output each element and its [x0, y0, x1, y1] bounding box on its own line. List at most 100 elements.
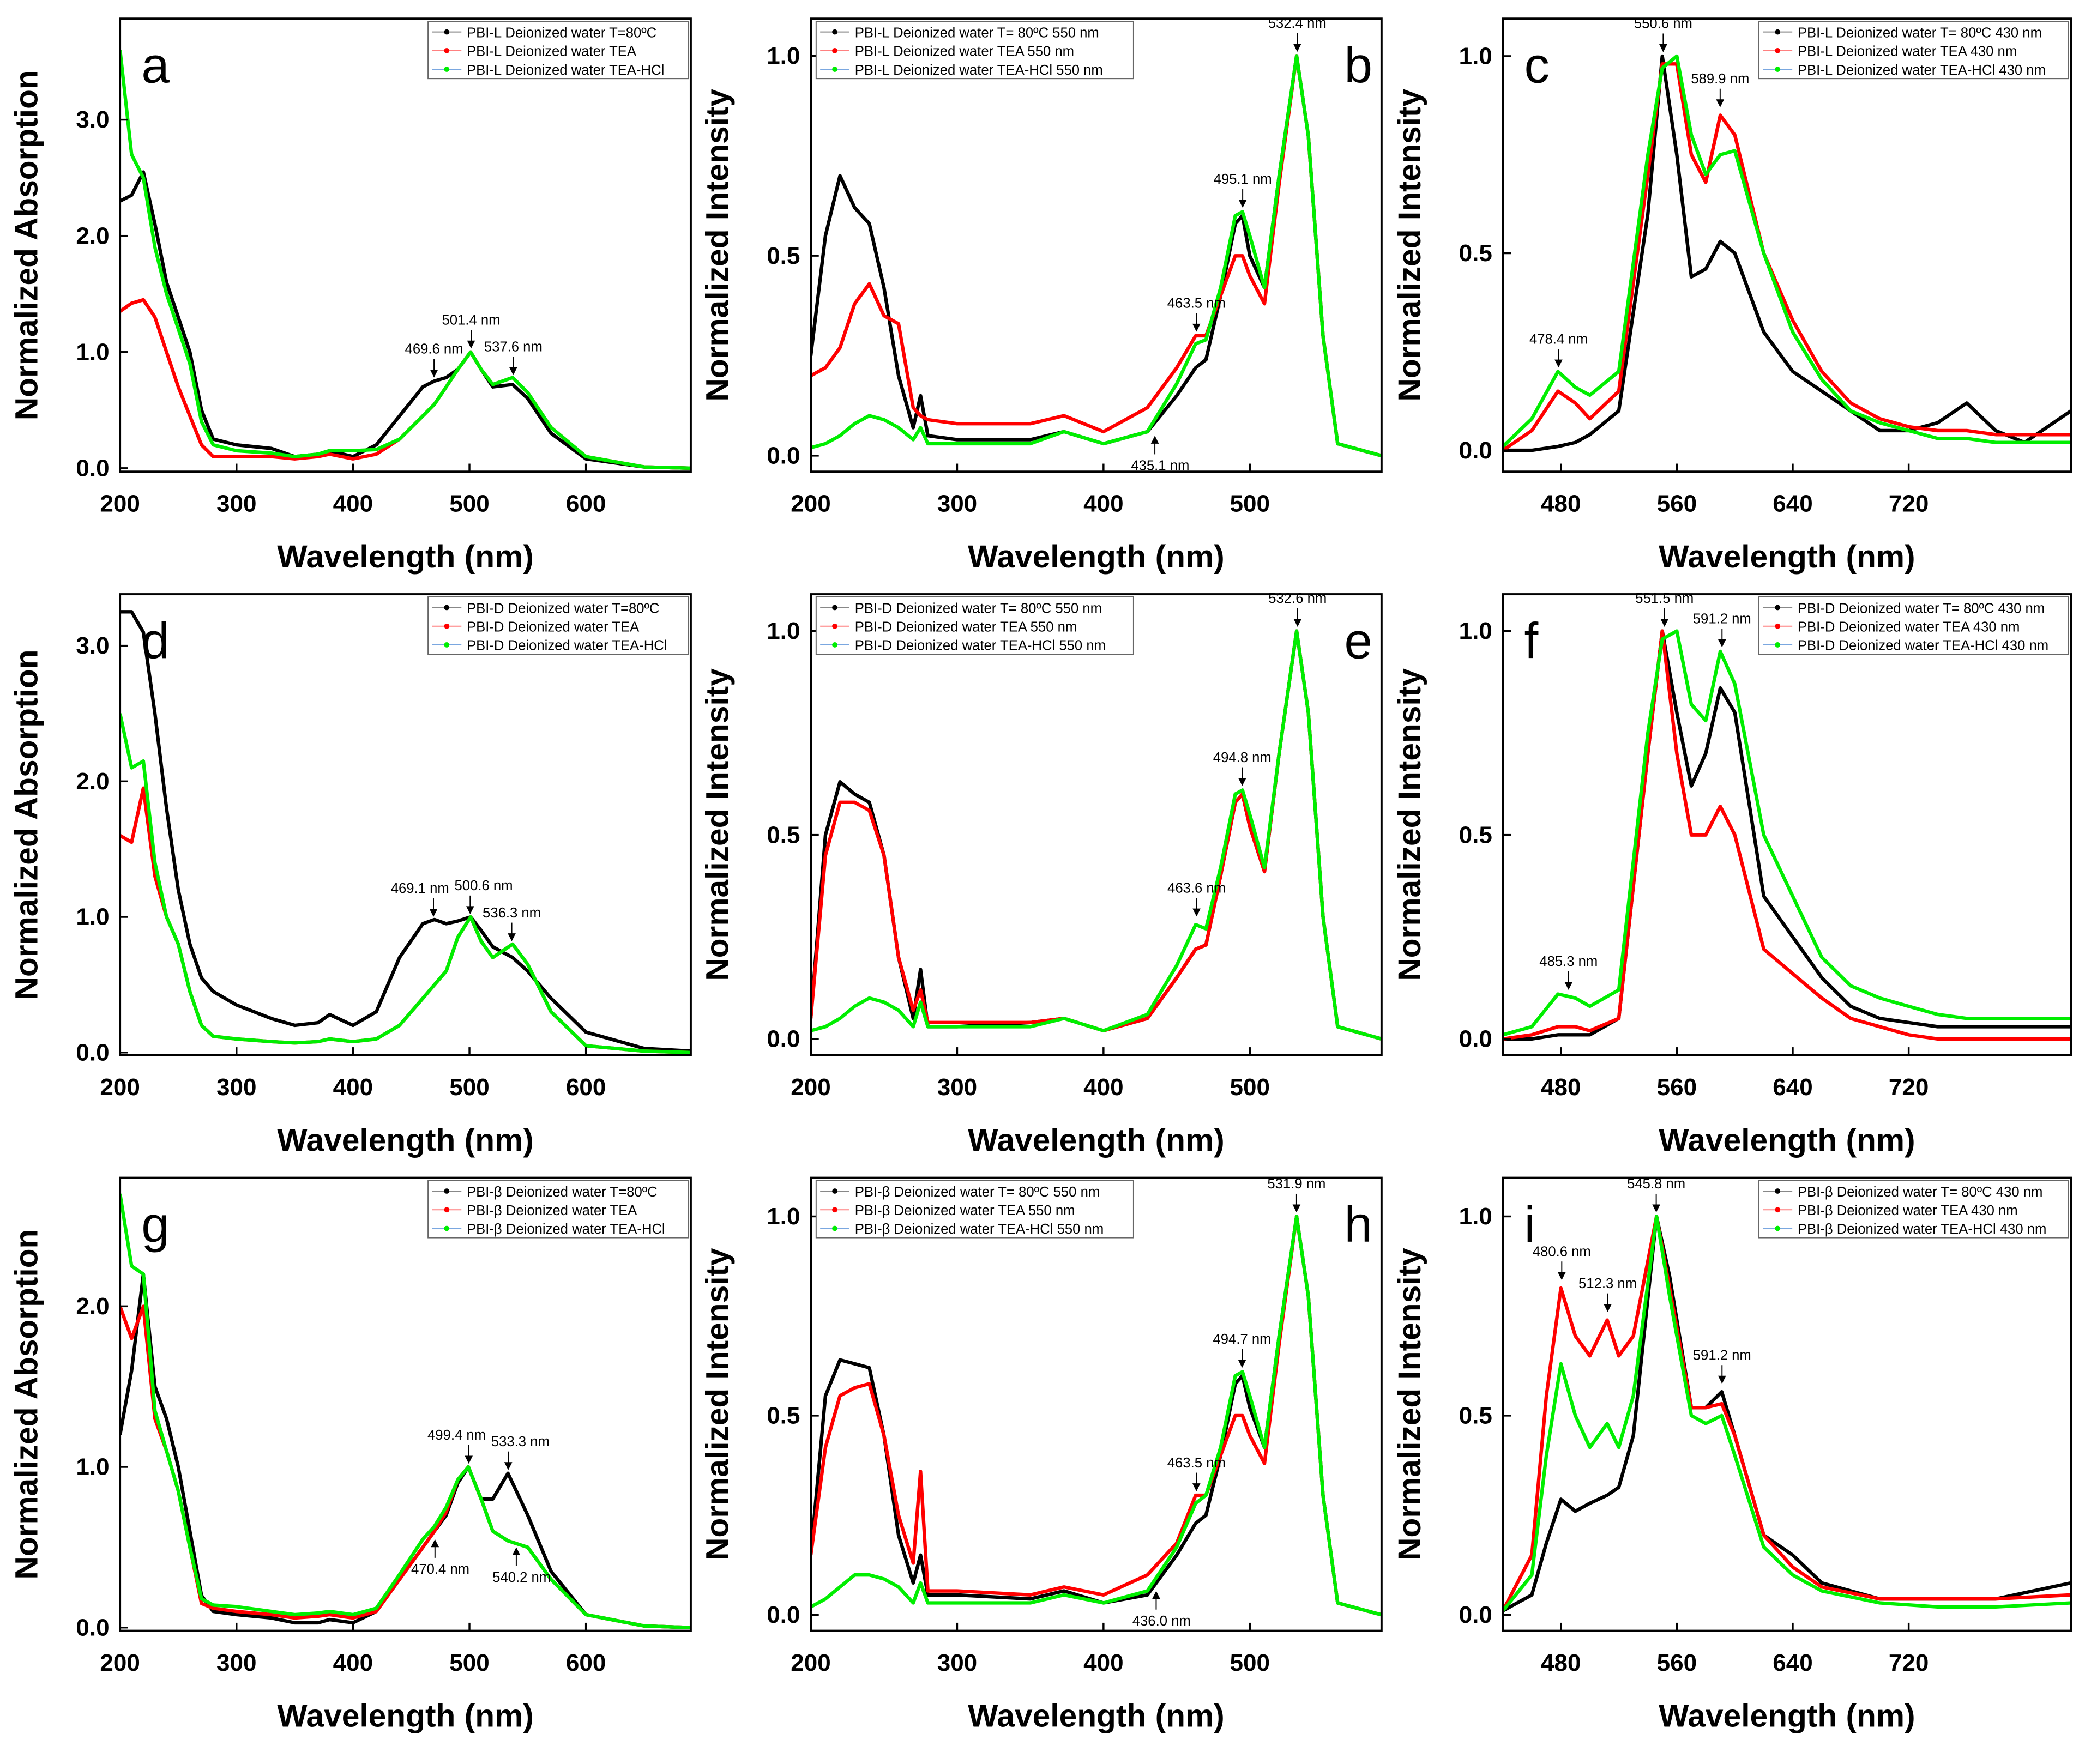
arrow-up-icon [1150, 436, 1159, 444]
x-tick-label: 200 [791, 1074, 830, 1101]
series-line-red [120, 786, 691, 1055]
annotation-label: 494.7 nm [1213, 1332, 1272, 1347]
legend-label: PBI-β Deionized water T= 80ºC 550 nm [855, 1185, 1100, 1200]
annotation-label: 545.8 nm [1627, 1176, 1685, 1192]
arrow-down-icon [1192, 908, 1201, 917]
arrow-up-icon [512, 1547, 521, 1556]
y-tick-label: 0.0 [76, 1039, 109, 1066]
legend-label: PBI-D Deionized water TEA 550 nm [855, 620, 1077, 635]
arrow-down-icon [1557, 1272, 1566, 1280]
y-tick-label: 0.5 [1459, 1403, 1492, 1429]
series-line-black [811, 54, 1382, 457]
legend-label: PBI-L Deionized water TEA-HCl 550 nm [855, 63, 1103, 78]
y-axis-title: Normalized Intensity [700, 668, 735, 981]
panel-letter: d [141, 612, 170, 669]
series-line-green [120, 713, 691, 1055]
legend-box [1758, 1180, 2069, 1239]
annotation-label: 533.3 nm [491, 1434, 550, 1449]
x-tick-label: 560 [1657, 1074, 1697, 1101]
annotation-label: 494.8 nm [1213, 750, 1272, 765]
legend-box [427, 1180, 689, 1239]
legend-label: PBI-β Deionized water TEA 430 nm [1798, 1203, 2018, 1218]
annotation-label: 536.3 nm [483, 905, 541, 921]
legend-label: PBI-β Deionized water TEA-HCl 430 nm [1798, 1222, 2046, 1237]
panel-h: 200 300 400 500 0.0 0.5 1.0 Wavelength (nm) Norm… [700, 1176, 1383, 1734]
annotation-label: 480.6 nm [1533, 1244, 1591, 1259]
series-line-black [811, 629, 1382, 1041]
annotation-label: 435.1 nm [1131, 458, 1189, 474]
legend-marker [444, 47, 450, 53]
arrow-down-icon [1718, 1375, 1726, 1384]
series-line-red [811, 629, 1382, 1041]
y-axis-title: Normalized Intensity [700, 1248, 735, 1561]
x-tick-label: 480 [1541, 491, 1581, 517]
arrow-down-icon [1716, 99, 1725, 107]
plot-frame [810, 1176, 1383, 1632]
plot-frame [119, 1176, 692, 1632]
x-tick-label: 500 [449, 1074, 489, 1101]
y-tick-label: 1.0 [1459, 618, 1492, 644]
series-line-green [1503, 54, 2071, 448]
y-tick-label: 3.0 [76, 632, 109, 659]
plot-frame [1502, 593, 2072, 1056]
series-line-green [811, 629, 1382, 1041]
legend-marker [832, 642, 837, 648]
legend-label: PBI-β Deionized water T= 80ºC 430 nm [1798, 1185, 2042, 1200]
x-tick-label: 400 [333, 1650, 373, 1676]
arrow-down-icon [1292, 1204, 1301, 1213]
x-tick-label: 300 [937, 1074, 977, 1101]
legend-marker [832, 623, 837, 629]
legend-marker [832, 29, 837, 35]
arrow-down-icon [1293, 619, 1302, 627]
panel-f: 480 560 640 720 0.0 0.5 1.0 Wavelength (nm) Norm… [1392, 591, 2072, 1158]
panel-e: 200 300 400 500 0.0 0.5 1.0 Wavelength (nm) Norm… [700, 591, 1383, 1158]
legend-marker [444, 642, 450, 648]
arrow-down-icon [1293, 44, 1301, 52]
x-tick-label: 200 [100, 491, 140, 517]
x-tick-label: 500 [1230, 491, 1270, 517]
annotation-label: 550.6 nm [1634, 16, 1692, 32]
legend-label: PBI-L Deionized water T=80ºC [467, 25, 656, 40]
legend-box [1758, 21, 2069, 80]
x-tick-label: 200 [791, 1650, 830, 1676]
legend-marker [832, 47, 837, 53]
arrow-down-icon [465, 1455, 473, 1464]
x-axis-title: Wavelength (nm) [1659, 539, 1915, 575]
y-tick-label: 0.0 [767, 443, 800, 469]
y-tick-label: 1.0 [767, 1203, 800, 1230]
legend-box [815, 21, 1134, 80]
series-line-red [120, 1304, 691, 1629]
arrow-down-icon [1604, 1304, 1612, 1312]
y-tick-label: 1.0 [1459, 43, 1492, 70]
legend-label: PBI-β Deionized water TEA-HCl [467, 1222, 665, 1237]
x-tick-label: 500 [449, 491, 489, 517]
annotation-label: 499.4 nm [427, 1428, 486, 1443]
x-tick-label: 400 [333, 491, 373, 517]
annotation-label: 485.3 nm [1539, 954, 1598, 969]
x-tick-label: 480 [1541, 1650, 1581, 1676]
series-line-red [120, 298, 691, 470]
y-tick-label: 1.0 [76, 339, 109, 365]
arrow-down-icon [1192, 1483, 1201, 1491]
series-line-black [120, 170, 691, 470]
panel-letter: h [1344, 1196, 1372, 1253]
arrow-down-icon [1659, 44, 1667, 52]
legend-label: PBI-β Deionized water TEA [467, 1203, 637, 1218]
panel-letter: f [1524, 612, 1539, 669]
x-tick-label: 600 [566, 1074, 606, 1101]
legend-box [815, 1180, 1134, 1239]
series-line-green [120, 1193, 691, 1629]
plot-frame [810, 17, 1383, 473]
arrow-down-icon [504, 1462, 513, 1470]
legend-label: PBI-L Deionized water TEA 430 nm [1798, 44, 2017, 59]
y-axis-title: Normalized Intensity [700, 89, 735, 402]
x-tick-label: 500 [1230, 1650, 1270, 1676]
annotation-label: 537.6 nm [484, 339, 543, 354]
arrow-down-icon [1238, 200, 1247, 208]
series-line-red [811, 54, 1382, 457]
series-line-black [120, 610, 691, 1053]
y-tick-label: 0.0 [767, 1025, 800, 1052]
series-line-red [1503, 629, 2071, 1041]
y-tick-label: 3.0 [76, 106, 109, 133]
x-tick-label: 200 [100, 1074, 140, 1101]
